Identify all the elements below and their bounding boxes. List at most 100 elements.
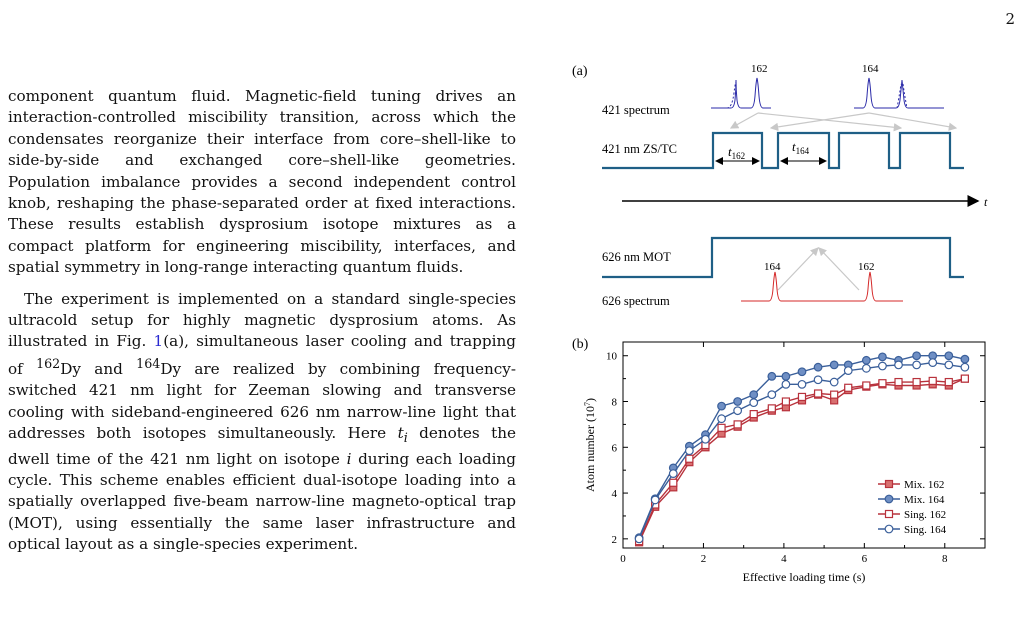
- data-point: [717, 414, 726, 424]
- legend-item: Mix. 164: [878, 494, 945, 506]
- data-point: [944, 360, 954, 370]
- spectrum-626-label-164: 164: [764, 261, 781, 273]
- data-point: [813, 375, 823, 385]
- page-number: 2: [1005, 10, 1015, 28]
- data-point: [717, 401, 726, 411]
- data-point: [749, 410, 758, 419]
- series-layer: [634, 351, 970, 547]
- data-point: [861, 355, 871, 365]
- label-421-spectrum: 421 spectrum: [602, 103, 670, 117]
- paragraph-intro-end: component quantum fluid. Magnetic-field …: [8, 87, 516, 277]
- data-point: [669, 478, 678, 487]
- data-point: [733, 406, 743, 416]
- data-point: [781, 379, 791, 389]
- data-point: [884, 509, 894, 519]
- data-point: [894, 360, 903, 370]
- spectrum-421-label-162: 162: [751, 63, 768, 75]
- spectrum-421-162-dotted: [726, 81, 737, 109]
- spectrum-421-162-peak: [711, 77, 771, 109]
- figure-1: (a) 421 spectrum 421 nm ZS/TC 626 nm MOT…: [566, 58, 1006, 607]
- spectrum-626: [741, 271, 903, 302]
- legend-item: Mix. 162: [878, 479, 944, 491]
- data-point: [944, 377, 953, 387]
- y-tick-label: 6: [612, 442, 618, 454]
- data-point: [960, 354, 970, 364]
- legend-label: Sing. 164: [904, 524, 947, 536]
- data-point: [894, 377, 903, 387]
- data-point: [960, 362, 970, 372]
- data-point: [884, 524, 894, 534]
- data-point: [733, 420, 742, 429]
- x-axis-label: Effective loading time (s): [743, 570, 866, 584]
- body-text: component quantum fluid. Magnetic-field …: [8, 86, 516, 556]
- pulse-train-421: [602, 131, 964, 170]
- data-point: [781, 371, 791, 381]
- data-point: [767, 404, 776, 413]
- figure-citation-link[interactable]: 1: [153, 332, 164, 351]
- data-point: [884, 479, 894, 489]
- data-point: [749, 398, 759, 408]
- data-point: [944, 351, 954, 361]
- y-tick-label: 10: [606, 351, 618, 363]
- label-421-zs-tc: 421 nm ZS/TC: [602, 142, 677, 156]
- data-point: [813, 389, 823, 398]
- x-tick-label: 0: [620, 553, 626, 565]
- legend-label: Mix. 164: [904, 494, 945, 506]
- data-point: [878, 352, 887, 362]
- data-point: [684, 446, 694, 456]
- data-point: [797, 367, 807, 377]
- data-point: [928, 376, 937, 386]
- data-point: [861, 363, 871, 373]
- legend-item: Sing. 164: [878, 524, 947, 536]
- data-point: [797, 392, 807, 402]
- label-626-mot: 626 nm MOT: [602, 250, 671, 264]
- figure-svg: (a) 421 spectrum 421 nm ZS/TC 626 nm MOT…: [572, 63, 988, 584]
- data-point: [843, 366, 853, 376]
- data-point: [813, 362, 823, 372]
- dwell-time-162: t162: [728, 144, 745, 161]
- panel-a: (a) 421 spectrum 421 nm ZS/TC 626 nm MOT…: [572, 63, 988, 308]
- data-point: [912, 360, 922, 370]
- data-point: [878, 379, 887, 388]
- y-tick-label: 2: [612, 534, 618, 546]
- data-point: [634, 534, 644, 544]
- y-tick-label: 8: [612, 397, 618, 409]
- data-point: [844, 383, 853, 392]
- spectrum-421-label-164: 164: [862, 63, 879, 75]
- series-sing-162: [634, 374, 969, 546]
- legend-item: Sing. 162: [878, 509, 946, 521]
- data-point: [749, 390, 759, 400]
- data-point: [960, 374, 969, 383]
- legend: Mix. 162 Mix. 164 Sing. 162 Sing. 164: [878, 479, 947, 536]
- paragraph-experiment: The experiment is implemented on a stand…: [8, 289, 517, 554]
- data-point: [912, 351, 922, 361]
- panel-a-label: (a): [572, 64, 588, 79]
- data-point: [830, 390, 839, 399]
- data-point: [701, 434, 710, 444]
- transition-arrows-626: [777, 247, 860, 291]
- data-point: [878, 361, 887, 371]
- x-tick-label: 2: [701, 553, 707, 565]
- data-point: [767, 390, 777, 400]
- data-point: [928, 358, 938, 368]
- data-point: [668, 469, 678, 479]
- x-tick-label: 6: [862, 553, 868, 565]
- data-point: [829, 360, 839, 370]
- spectrum-421: 162 164: [711, 63, 944, 109]
- panel-b-label: (b): [572, 337, 589, 352]
- spectrum-421-164-peak: [854, 77, 944, 109]
- x-tick-label: 8: [942, 553, 948, 565]
- data-point: [767, 371, 777, 381]
- y-axis-label: Atom number (107): [583, 398, 597, 492]
- pulse-626-mot: [602, 236, 964, 279]
- data-point: [912, 377, 921, 387]
- data-point: [733, 397, 743, 406]
- legend-label: Sing. 162: [904, 509, 946, 521]
- x-tick-label: 4: [781, 553, 787, 565]
- legend-label: Mix. 162: [904, 479, 944, 491]
- label-626-spectrum: 626 spectrum: [602, 294, 670, 308]
- data-point: [797, 379, 807, 389]
- data-point: [717, 423, 726, 432]
- data-point: [829, 377, 839, 387]
